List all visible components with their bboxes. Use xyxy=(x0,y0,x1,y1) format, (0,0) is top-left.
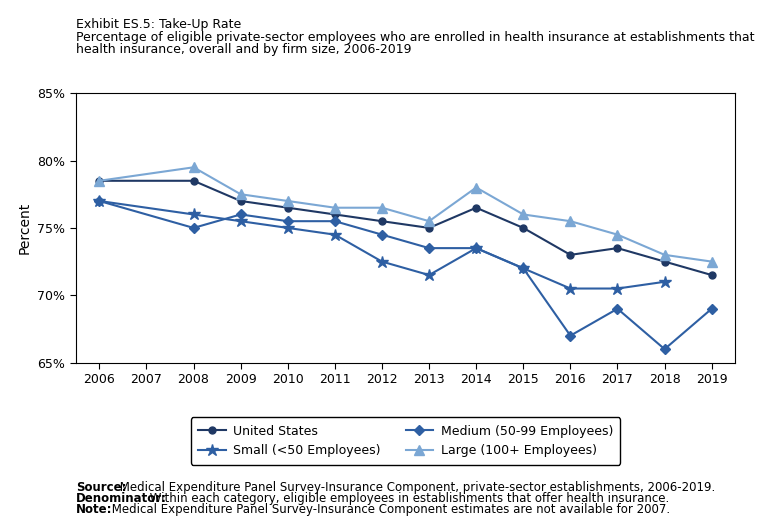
Text: Percentage of eligible private-sector employees who are enrolled in health insur: Percentage of eligible private-sector em… xyxy=(76,31,758,44)
Text: Denominator:: Denominator: xyxy=(76,492,167,505)
Text: health insurance, overall and by firm size, 2006-2019: health insurance, overall and by firm si… xyxy=(76,43,412,56)
Text: Source:: Source: xyxy=(76,481,127,494)
Text: Medical Expenditure Panel Survey-Insurance Component estimates are not available: Medical Expenditure Panel Survey-Insuran… xyxy=(108,503,670,516)
Legend: United States, Small (<50 Employees), Medium (50-99 Employees), Large (100+ Empl: United States, Small (<50 Employees), Me… xyxy=(190,418,621,465)
Text: Medical Expenditure Panel Survey-Insurance Component, private-sector establishme: Medical Expenditure Panel Survey-Insuran… xyxy=(116,481,716,494)
Text: Within each category, eligible employees in establishments that offer health ins: Within each category, eligible employees… xyxy=(146,492,669,505)
Text: Note:: Note: xyxy=(76,503,112,516)
Text: Exhibit ES.5: Take-Up Rate: Exhibit ES.5: Take-Up Rate xyxy=(76,18,241,31)
Y-axis label: Percent: Percent xyxy=(18,202,32,254)
